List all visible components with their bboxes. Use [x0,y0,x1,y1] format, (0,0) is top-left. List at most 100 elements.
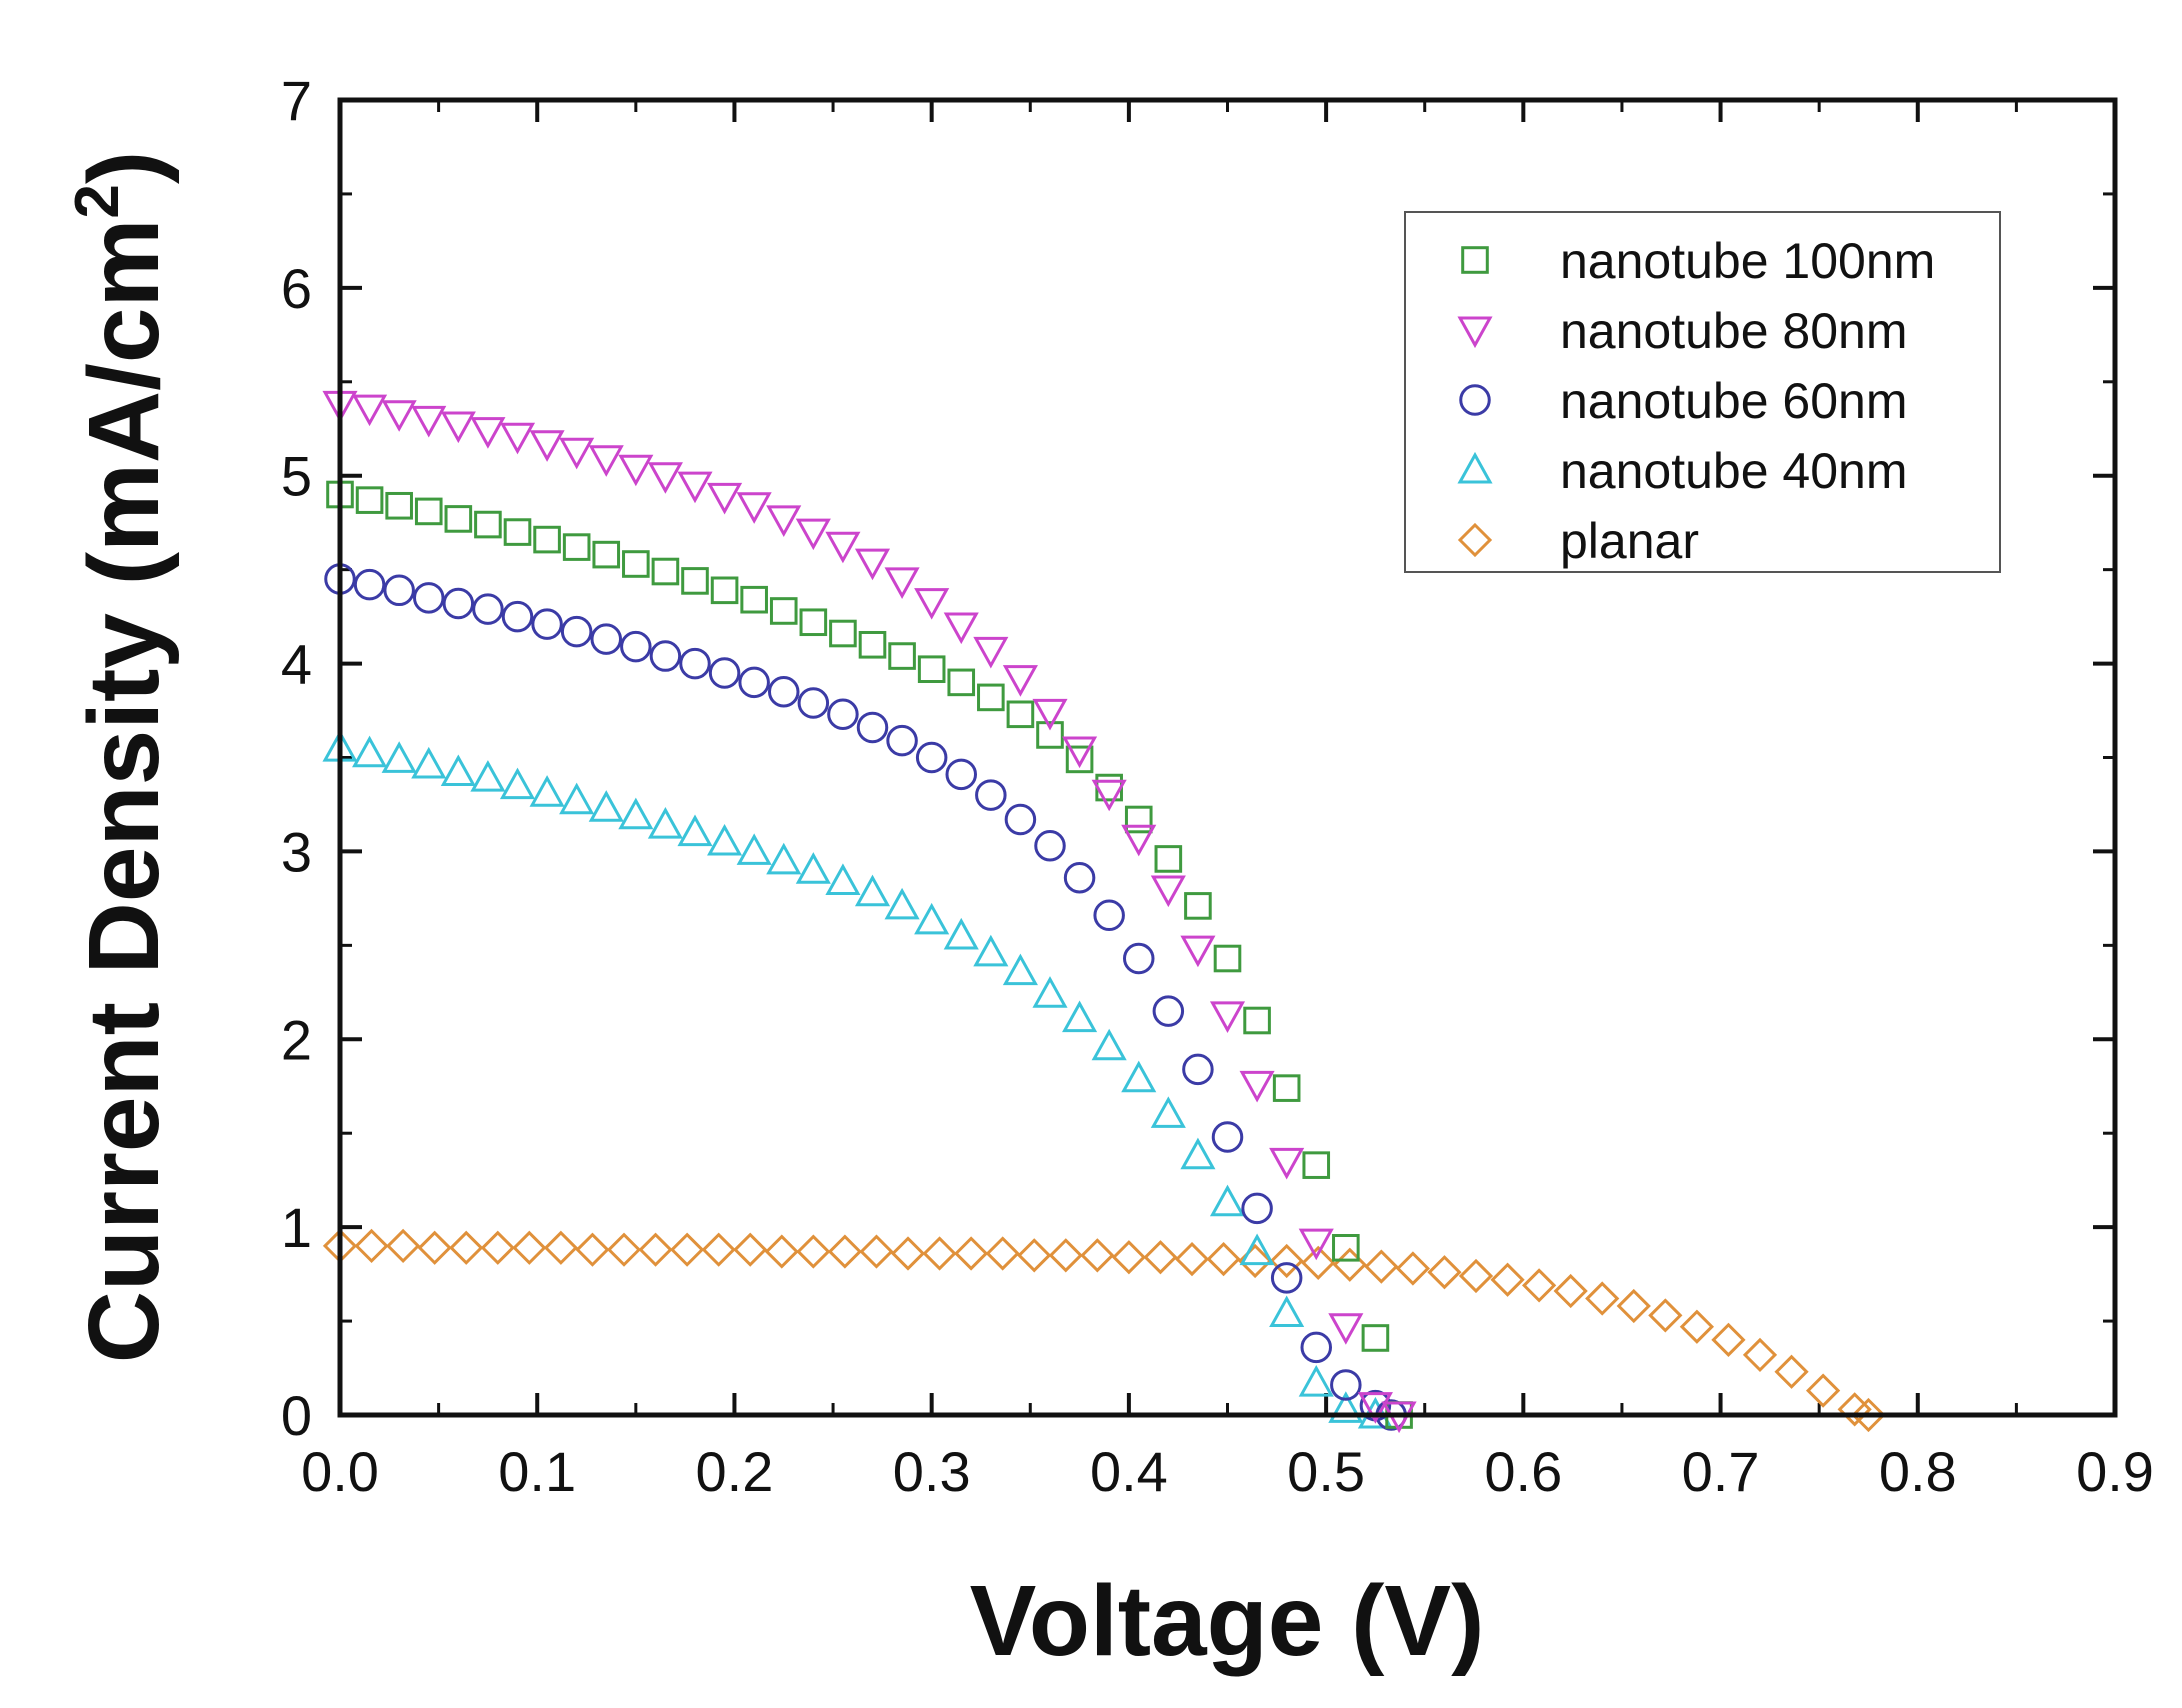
x-tick-label: 0.0 [301,1440,379,1503]
data-point [543,1230,579,1265]
data-point [1301,1245,1336,1280]
data-point [707,482,743,515]
data-point [352,735,388,768]
data-point [620,630,652,663]
data-point [915,741,948,774]
data-point [1241,1192,1273,1225]
data-point [854,874,891,907]
data-point [1298,1364,1334,1397]
legend: nanotube 100nm nanotube 80nm nanotube 60… [1404,211,2001,573]
data-point [503,518,532,546]
data-point [1065,745,1094,774]
data-point [766,842,802,875]
data-point [1364,1249,1399,1284]
data-point [499,767,536,800]
data-point [795,852,831,884]
x-tick-label: 0.4 [1090,1440,1168,1503]
data-point [1034,830,1066,862]
legend-marker [1459,384,1491,416]
y-tick-label: 5 [281,445,312,508]
data-point [588,790,624,822]
data-point [1121,824,1157,857]
data-point [1269,1295,1305,1328]
plot-frame [337,97,2118,1418]
data-point [953,1236,989,1271]
data-point [1206,1241,1241,1277]
data-point [854,548,891,581]
data-point [736,492,772,524]
data-point [411,405,447,438]
legend-box [1404,211,2001,573]
data-point [474,510,502,539]
data-point [1300,1331,1332,1364]
data-point [1328,1391,1364,1423]
y-axis-title: Current Density (mA/cm2) [63,151,180,1363]
data-point [1239,1070,1275,1103]
data-point [444,505,473,533]
data-point [529,775,565,807]
data-point [1742,1337,1778,1373]
data-point [1243,1006,1271,1035]
y-axis-title-close: ) [68,151,180,184]
x-tick-label: 0.8 [1879,1440,1957,1503]
x-tick-label: 0.6 [1484,1440,1562,1503]
data-point [825,531,861,564]
data-point [417,1230,452,1265]
series-nanotube-100nm [326,480,1413,1429]
x-tick-label: 0.7 [1682,1440,1760,1503]
data-point [890,1236,926,1271]
legend-label-nanotube-60nm: nanotube 60nm [1560,373,1908,429]
data-point [1395,1251,1431,1286]
data-point [943,917,979,950]
data-point [677,814,713,847]
y-tick-label: 1 [281,1196,312,1259]
x-tick-label: 0.5 [1287,1440,1365,1503]
data-point [829,619,857,648]
series-planar [322,1228,1886,1433]
data-point [827,1234,863,1269]
legend-label-nanotube-100nm: nanotube 100nm [1560,233,1935,289]
data-point [1184,892,1212,920]
data-point [352,394,388,427]
data-point [529,430,565,462]
data-point [973,636,1009,669]
data-point [1270,1262,1303,1294]
data-point [738,666,770,699]
y-tick-label: 0 [281,1384,312,1447]
data-point [651,557,680,586]
data-point [440,411,476,444]
data-point [1150,875,1186,908]
data-point [858,630,887,659]
data-point [562,533,591,561]
data-point [859,1234,894,1269]
data-point [799,608,828,637]
data-point [888,642,916,670]
data-point [1154,845,1183,873]
data-point [592,540,621,569]
data-point [856,711,889,744]
data-point [769,597,798,625]
data-point [825,863,861,895]
data-point [1093,899,1125,932]
data-point [669,1232,705,1267]
data-point [1143,1240,1178,1275]
legend-markers [1457,246,1493,558]
x-tick-label: 0.2 [696,1440,774,1503]
x-tick-label: 0.1 [498,1440,576,1503]
series-nanotube-60nm [324,563,1407,1431]
data-point [1648,1298,1683,1333]
y-tick-label: 2 [281,1008,312,1071]
data-point [1123,942,1155,975]
data-point [917,655,946,684]
data-point [385,1228,421,1264]
data-point [1062,1000,1098,1033]
data-point [647,462,683,494]
data-point [1174,1241,1210,1277]
data-point [638,1232,673,1267]
data-point [886,724,918,757]
legend-label-nanotube-40nm: nanotube 40nm [1560,443,1908,499]
data-point [512,1230,547,1265]
x-tick-label: 0.3 [893,1440,971,1503]
data-point [733,1232,768,1267]
